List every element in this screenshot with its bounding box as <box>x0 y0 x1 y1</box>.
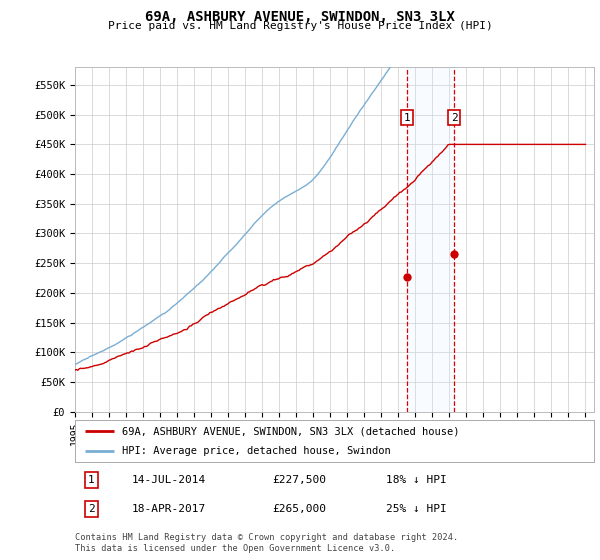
Text: HPI: Average price, detached house, Swindon: HPI: Average price, detached house, Swin… <box>122 446 391 456</box>
Text: 18-APR-2017: 18-APR-2017 <box>132 505 206 514</box>
Text: 1: 1 <box>404 113 411 123</box>
Text: 69A, ASHBURY AVENUE, SWINDON, SN3 3LX (detached house): 69A, ASHBURY AVENUE, SWINDON, SN3 3LX (d… <box>122 426 459 436</box>
Bar <box>407 67 454 412</box>
Text: 2: 2 <box>88 505 95 514</box>
Text: 18% ↓ HPI: 18% ↓ HPI <box>386 475 447 484</box>
Text: 14-JUL-2014: 14-JUL-2014 <box>132 475 206 484</box>
Text: £227,500: £227,500 <box>272 475 326 484</box>
Text: £265,000: £265,000 <box>272 505 326 514</box>
Text: 1: 1 <box>88 475 95 484</box>
Text: 25% ↓ HPI: 25% ↓ HPI <box>386 505 447 514</box>
Text: 2: 2 <box>451 113 458 123</box>
Text: Contains HM Land Registry data © Crown copyright and database right 2024.
This d: Contains HM Land Registry data © Crown c… <box>75 533 458 553</box>
Text: 69A, ASHBURY AVENUE, SWINDON, SN3 3LX: 69A, ASHBURY AVENUE, SWINDON, SN3 3LX <box>145 10 455 24</box>
Text: Price paid vs. HM Land Registry's House Price Index (HPI): Price paid vs. HM Land Registry's House … <box>107 21 493 31</box>
